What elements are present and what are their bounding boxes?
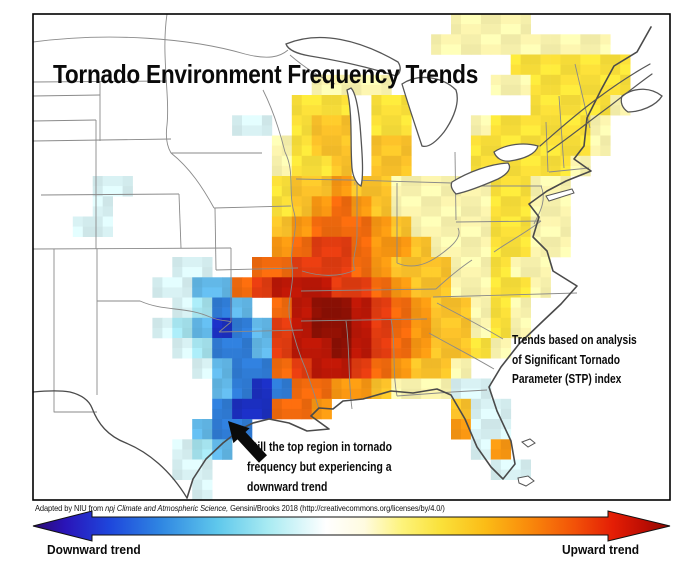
stp-note-line: of Significant Tornado bbox=[512, 352, 620, 367]
stp-note-line: Trends based on analysis bbox=[512, 333, 637, 347]
stp-note: Trends based on analysis of Significant … bbox=[512, 331, 637, 390]
coastline bbox=[32, 26, 653, 499]
pointer-arrow-icon bbox=[228, 421, 267, 463]
downward-trend-label: Downward trend bbox=[47, 542, 141, 557]
attribution-prefix: Adapted by NIU from bbox=[35, 503, 106, 513]
state-borders bbox=[32, 13, 591, 413]
texas-note: Still the top region in tornado frequenc… bbox=[247, 437, 392, 497]
upward-trend-label: Upward trend bbox=[562, 542, 640, 557]
map-frame bbox=[32, 13, 671, 501]
trend-colorbar bbox=[32, 510, 671, 542]
attribution: Adapted by NIU from npj Climate and Atmo… bbox=[35, 503, 445, 513]
texas-note-line: Still the top region in tornado bbox=[247, 439, 393, 454]
stp-note-line: Parameter (STP) index bbox=[512, 372, 622, 386]
map-title: Tornado Environment Frequency Trends bbox=[53, 59, 479, 89]
texas-note-line: downward trend bbox=[247, 479, 328, 494]
texas-note-line: frequency but experiencing a bbox=[247, 459, 392, 474]
attribution-suffix: Gensini/Brooks 2018 (http://creativecomm… bbox=[228, 503, 445, 513]
attribution-journal: npj Climate and Atmospheric Science, bbox=[105, 503, 229, 513]
heatmap-layer bbox=[72, 14, 631, 501]
great-lakes bbox=[285, 36, 663, 487]
